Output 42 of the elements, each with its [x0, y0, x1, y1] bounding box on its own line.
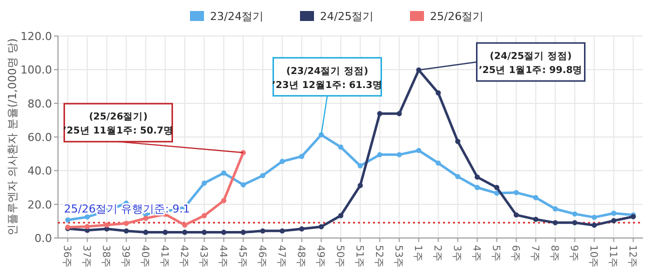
y-tick-label: 80.0 [28, 97, 52, 110]
x-tick-label: 40주 [138, 245, 150, 268]
legend-label: 24/25절기 [320, 10, 374, 23]
x-tick-label: 11주 [606, 245, 618, 268]
x-tick-label: 42주 [178, 245, 189, 268]
legend-label: 23/24절기 [210, 10, 264, 23]
x-tick-label: 48주 [294, 245, 306, 268]
x-tick-label: 38주 [100, 245, 111, 268]
x-tick-label: 45주 [236, 245, 248, 268]
annotation: (24/25절기 정점) ’25년 1월1주: 99.8명 [478, 51, 583, 76]
x-tick-label: 5주 [490, 245, 501, 262]
x-tick-label: 52주 [372, 245, 384, 268]
x-tick-label: 51주 [353, 245, 364, 268]
x-tick-label: 6주 [509, 245, 520, 262]
y-axis-title: 인플루엔자 의사환자 분율(/1,000명 당) [6, 38, 19, 236]
x-tick-label: 2주 [431, 245, 442, 262]
x-tick-label: 44주 [216, 245, 228, 268]
x-tick-label: 12주 [626, 245, 638, 268]
x-tick-label: 41주 [158, 245, 170, 268]
x-tick-label: 36주 [60, 245, 72, 268]
x-tick-label: 8주 [548, 245, 560, 262]
x-tick-label: 39주 [119, 245, 130, 268]
x-tick-label: 9주 [568, 245, 579, 262]
x-tick-label: 47주 [275, 245, 286, 268]
y-tick-label: 40.0 [28, 164, 52, 178]
x-tick-label: 7주 [528, 245, 540, 262]
x-tick-label: 53주 [392, 245, 404, 268]
y-tick-label: 20.0 [28, 198, 52, 212]
y-tick-label: 0.0 [34, 232, 52, 245]
legend-label: 25/26절기 [430, 10, 484, 23]
y-tick-label: 120.0 [20, 30, 52, 43]
x-tick-label: 49주 [314, 245, 326, 268]
y-tick-label: 60.0 [28, 131, 52, 144]
x-tick-label: 10주 [587, 245, 598, 268]
y-tick-label: 100.0 [20, 64, 52, 77]
x-tick-label: 3주 [450, 245, 462, 262]
x-tick-label: 4주 [470, 245, 482, 262]
x-tick-label: 1주 [412, 245, 423, 262]
x-tick-label: 46주 [256, 245, 267, 268]
x-tick-label: 50주 [334, 245, 345, 268]
x-tick-label: 37주 [80, 245, 92, 268]
x-tick-label: 43주 [197, 245, 208, 268]
